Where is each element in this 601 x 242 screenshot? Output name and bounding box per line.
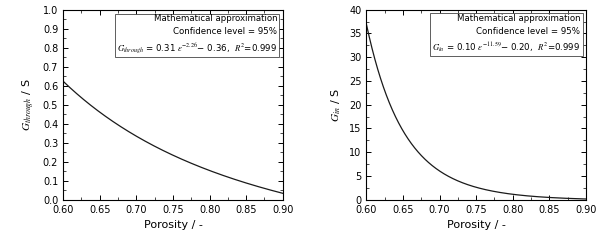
Text: Mathematical approximation
Confidence level = 95%
$G_{in}$ = 0.10 $\varepsilon^{: Mathematical approximation Confidence le…: [432, 15, 581, 54]
Y-axis label: $G_{in}$ / S: $G_{in}$ / S: [330, 88, 343, 122]
X-axis label: Porosity / -: Porosity / -: [144, 220, 203, 230]
X-axis label: Porosity / -: Porosity / -: [447, 220, 505, 230]
Y-axis label: $G_{through}$ / S: $G_{through}$ / S: [21, 78, 37, 131]
Text: Mathematical approximation
Confidence level = 95%
$G_{through}$ = 0.31 $\varepsi: Mathematical approximation Confidence le…: [117, 15, 277, 55]
